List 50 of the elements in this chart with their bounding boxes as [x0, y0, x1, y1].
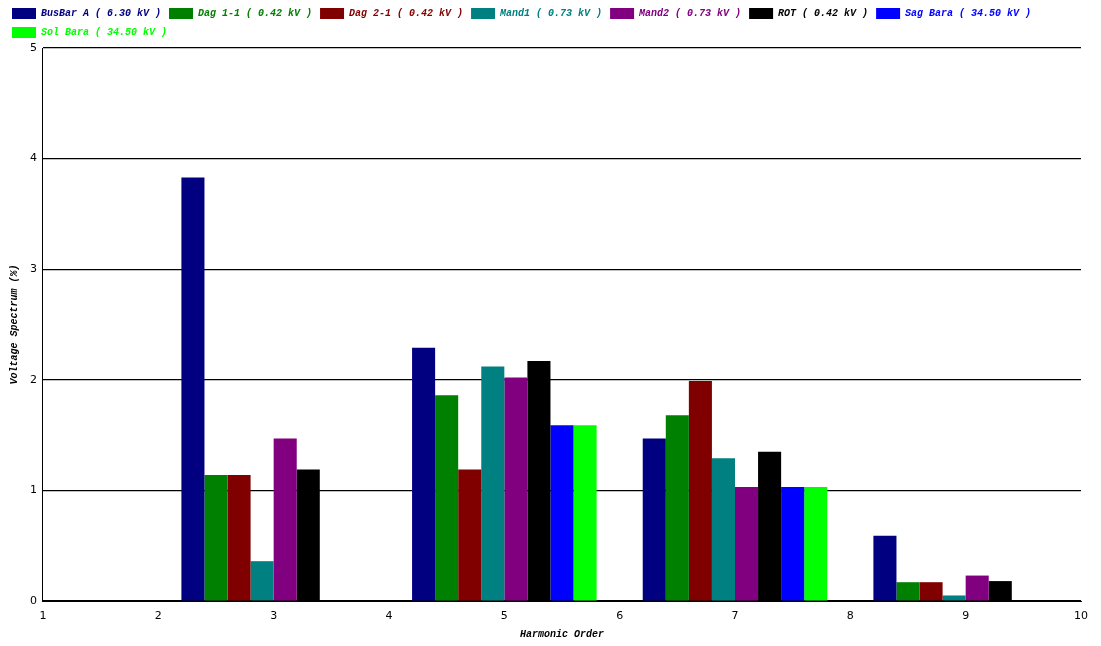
bar [688, 380, 712, 601]
y-tick-label: 1 [30, 483, 37, 497]
bar [781, 487, 805, 601]
x-tick-label: 6 [616, 609, 624, 623]
bar [642, 438, 666, 601]
bar [181, 177, 205, 601]
bar [942, 595, 966, 601]
y-axis-title: Voltage Spectrum (%) [8, 264, 20, 385]
legend-label: ROT ( 0.42 kV ) [778, 8, 869, 20]
y-tick-label: 3 [30, 262, 37, 276]
bar [504, 377, 528, 601]
y-tick-label: 4 [30, 151, 37, 165]
bar [873, 535, 897, 601]
legend-label: BusBar A ( 6.30 kV ) [41, 8, 162, 20]
x-tick-label: 10 [1074, 609, 1088, 623]
bar [250, 561, 274, 601]
legend-label: Dag 1-1 ( 0.42 kV ) [198, 8, 313, 20]
bar [435, 395, 459, 601]
bar [804, 487, 828, 601]
bar [227, 474, 251, 601]
bar [896, 582, 920, 601]
x-tick-label: 8 [846, 609, 854, 623]
legend-label: Sag Bara ( 34.50 kV ) [905, 8, 1032, 20]
x-tick-label: 7 [731, 609, 739, 623]
bar [711, 458, 735, 601]
bar [204, 474, 228, 601]
bar [919, 582, 943, 601]
bar [735, 487, 759, 601]
x-tick-label: 2 [154, 609, 162, 623]
x-axis-title: Harmonic Order [519, 628, 605, 640]
bar [665, 415, 689, 601]
bar [573, 425, 597, 601]
x-tick-label: 5 [500, 609, 508, 623]
y-tick-label: 0 [30, 593, 37, 607]
legend-label: Sol Bara ( 34.50 kV ) [41, 27, 168, 39]
y-tick-label: 2 [30, 372, 37, 386]
bar [273, 438, 297, 601]
bar [481, 366, 505, 601]
legend-label: Mand2 ( 0.73 kV ) [638, 8, 742, 20]
legend-label: Dag 2-1 ( 0.42 kV ) [349, 8, 464, 20]
y-tick-label: 5 [30, 40, 37, 54]
x-tick-label: 4 [385, 609, 393, 623]
x-tick-label: 9 [962, 609, 970, 623]
bar [550, 425, 574, 601]
bar [412, 347, 436, 601]
legend-label: Mand1 ( 0.73 kV ) [499, 8, 603, 20]
x-tick-label: 3 [270, 609, 278, 623]
bar [458, 469, 482, 601]
bar [965, 575, 989, 601]
x-tick-label: 1 [39, 609, 47, 623]
